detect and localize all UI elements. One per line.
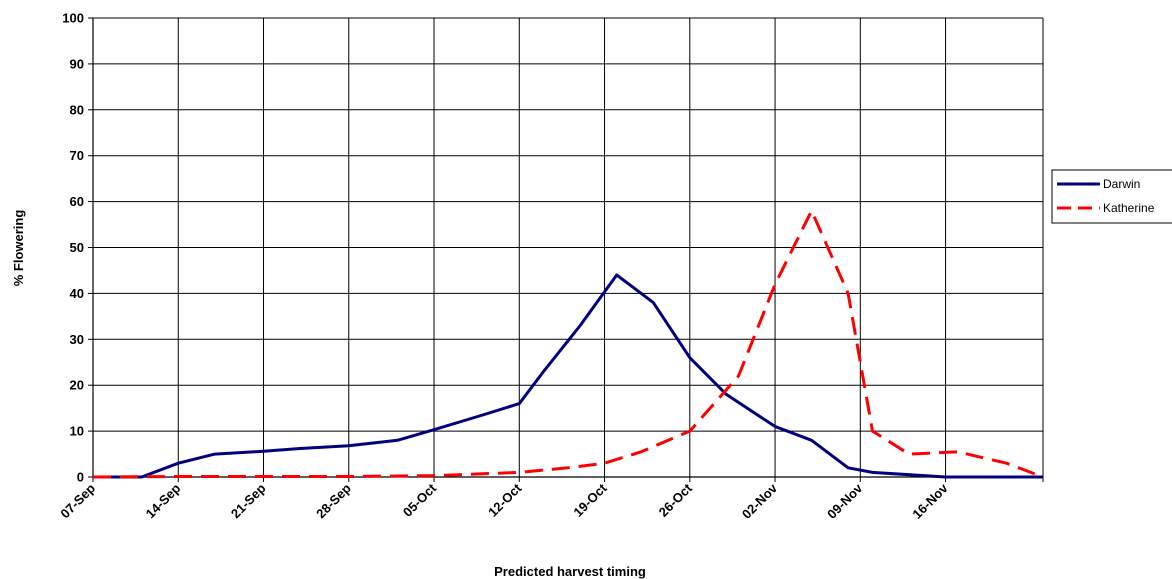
- legend-label-darwin: Darwin: [1103, 177, 1140, 191]
- x-tick-label: 21-Sep: [228, 480, 269, 521]
- x-tick-label: 26-Oct: [656, 480, 696, 520]
- series-line-katherine: [92, 209, 1044, 479]
- y-tick-label: 10: [70, 424, 84, 439]
- y-tick-labels: 0 10 20 30 40 50 60 70 80 90 100: [62, 11, 84, 485]
- x-tick-label: 16-Nov: [909, 480, 951, 522]
- x-tick-labels: 07-Sep 14-Sep 21-Sep 28-Sep 05-Oct 12-Oct 19-O…: [57, 480, 951, 522]
- y-tick-label: 90: [70, 56, 84, 71]
- legend: Darwin Katherine: [1051, 169, 1172, 224]
- x-tick-label: 09-Nov: [824, 480, 866, 522]
- y-tick-label: 80: [70, 102, 84, 117]
- y-tick-label: 60: [70, 194, 84, 209]
- x-tick-label: 07-Sep: [57, 480, 98, 521]
- legend-label-katherine: Katherine: [1103, 201, 1155, 215]
- y-tick-label: 100: [62, 11, 84, 26]
- y-tick-label: 0: [77, 470, 84, 485]
- gridlines: [93, 17, 1044, 477]
- y-tick-label: 20: [70, 378, 84, 393]
- series-line-darwin: [93, 273, 1043, 479]
- y-tick-label: 40: [70, 286, 84, 301]
- y-tick-label: 70: [70, 148, 84, 163]
- x-tick-label: 28-Sep: [313, 480, 354, 521]
- legend-box: [1051, 169, 1172, 224]
- x-tick-label: 12-Oct: [485, 480, 525, 520]
- x-tick-label: 14-Sep: [143, 480, 184, 521]
- axes: [88, 17, 1044, 482]
- x-tick-label: 02-Nov: [739, 480, 781, 522]
- series-lines: [92, 209, 1044, 479]
- x-tick-label: 05-Oct: [400, 480, 440, 520]
- x-axis-title: Predicted harvest timing: [494, 564, 646, 579]
- y-axis-title: % Flowering: [11, 210, 26, 287]
- y-tick-label: 30: [70, 332, 84, 347]
- x-tick-label: 19-Oct: [570, 480, 610, 520]
- y-tick-label: 50: [70, 240, 84, 255]
